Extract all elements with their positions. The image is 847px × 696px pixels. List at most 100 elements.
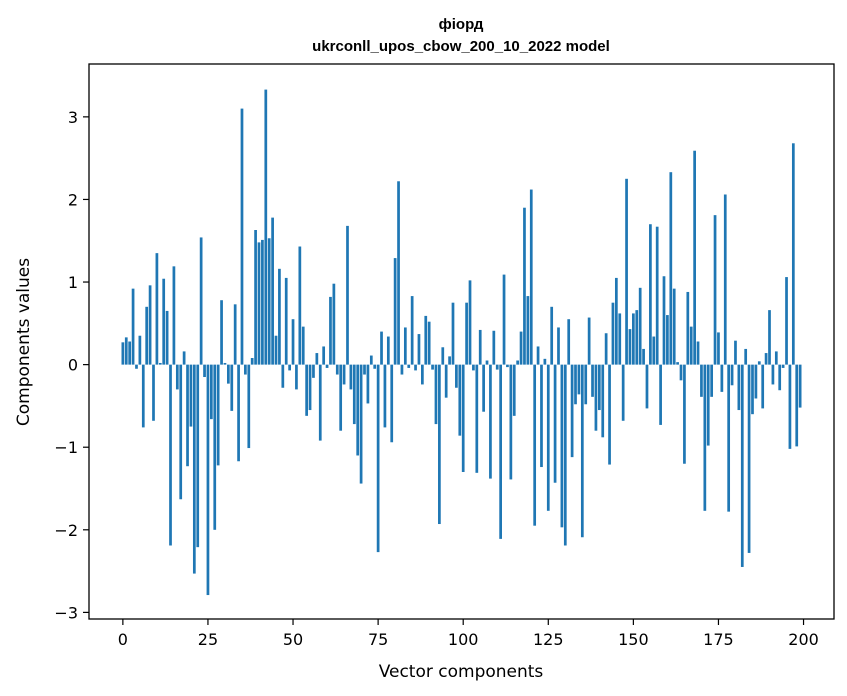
bar-180: [734, 340, 737, 365]
bar-135: [580, 364, 584, 538]
bar-183: [744, 348, 748, 365]
bar-137: [587, 317, 591, 365]
bar-107: [485, 360, 489, 365]
bar-109: [492, 330, 496, 365]
bar-192: [774, 351, 778, 365]
bar-139: [594, 364, 598, 431]
bar-42: [264, 89, 268, 365]
x-tick-label: 150: [618, 630, 649, 649]
y-tick-label: 3: [68, 108, 78, 127]
bar-198: [795, 364, 799, 447]
bar-172: [706, 364, 710, 446]
bar-36: [244, 364, 247, 375]
bar-59: [322, 346, 326, 365]
bar-24: [203, 364, 206, 378]
bar-119: [526, 296, 530, 365]
bar-123: [540, 364, 543, 468]
bar-196: [788, 364, 792, 449]
bar-156: [652, 336, 656, 365]
bar-195: [785, 277, 788, 365]
bar-3: [131, 288, 135, 365]
bar-89: [424, 315, 428, 365]
bar-152: [638, 287, 642, 365]
bar-25: [206, 364, 210, 596]
bar-95: [444, 364, 448, 398]
bar-69: [356, 364, 360, 456]
bar-132: [570, 364, 574, 458]
y-tick-label: −3: [54, 603, 78, 622]
bar-17: [179, 364, 183, 500]
bar-194: [781, 364, 785, 368]
bar-68: [352, 364, 356, 425]
bar-76: [380, 331, 383, 365]
chart-title: фіорд: [439, 16, 484, 33]
bar-62: [332, 283, 336, 365]
bar-50: [291, 319, 295, 365]
bar-98: [455, 364, 458, 388]
bar-158: [659, 364, 662, 425]
bar-18: [182, 351, 186, 365]
bar-45: [274, 335, 278, 365]
bar-52: [298, 246, 302, 365]
bar-28: [216, 364, 220, 466]
bar-44: [271, 217, 274, 365]
bar-77: [383, 364, 387, 428]
bar-187: [757, 361, 761, 365]
bar-134: [577, 364, 581, 395]
bar-97: [451, 302, 455, 365]
bar-136: [584, 364, 588, 405]
bar-161: [669, 172, 673, 365]
bar-185: [751, 364, 754, 415]
bar-22: [196, 364, 200, 548]
bar-86: [414, 364, 417, 371]
bar-12: [162, 278, 166, 365]
bar-181: [737, 364, 741, 411]
bar-166: [686, 291, 690, 365]
y-tick-label: 2: [68, 190, 78, 209]
bar-188: [761, 364, 765, 409]
bar-182: [740, 364, 744, 567]
bar-91: [431, 364, 434, 370]
bar-80: [393, 258, 397, 365]
bar-30: [223, 362, 227, 365]
chart-subtitle: ukrconll_upos_cbow_200_10_2022 model: [312, 38, 610, 55]
y-tick-label: 0: [68, 356, 78, 375]
y-tick-label: −1: [54, 438, 78, 457]
x-tick-label: 175: [703, 630, 734, 649]
bar-127: [553, 364, 557, 483]
bar-26: [209, 364, 213, 420]
bar-114: [509, 364, 513, 480]
bar-56: [312, 364, 315, 378]
bar-72: [366, 364, 370, 404]
bar-124: [543, 358, 547, 365]
bar-130: [563, 364, 567, 546]
bar-168: [693, 150, 696, 365]
bar-32: [230, 364, 234, 411]
bar-4: [135, 364, 138, 369]
bar-186: [754, 364, 758, 399]
bar-111: [499, 364, 502, 539]
x-tick-label: 200: [788, 630, 819, 649]
bar-197: [791, 143, 795, 365]
bar-87: [417, 334, 421, 365]
bar-63: [335, 364, 339, 375]
bar-155: [649, 224, 652, 365]
bar-105: [478, 329, 482, 365]
bar-21: [192, 364, 196, 574]
bar-43: [267, 238, 271, 365]
bar-184: [747, 364, 751, 553]
x-axis-ticks: 0 25 50 75 100 125 150 175 200: [118, 619, 819, 649]
plot-frame: [88, 63, 835, 620]
bar-20: [189, 364, 193, 427]
bar-81: [397, 181, 400, 365]
bar-125: [546, 364, 550, 511]
bar-65: [342, 364, 346, 385]
bar-173: [710, 364, 714, 397]
bar-121: [533, 364, 537, 526]
bar-163: [676, 362, 679, 365]
bar-2: [128, 341, 132, 365]
bar-106: [482, 364, 485, 412]
bar-16: [175, 364, 179, 390]
bar-128: [557, 327, 560, 365]
